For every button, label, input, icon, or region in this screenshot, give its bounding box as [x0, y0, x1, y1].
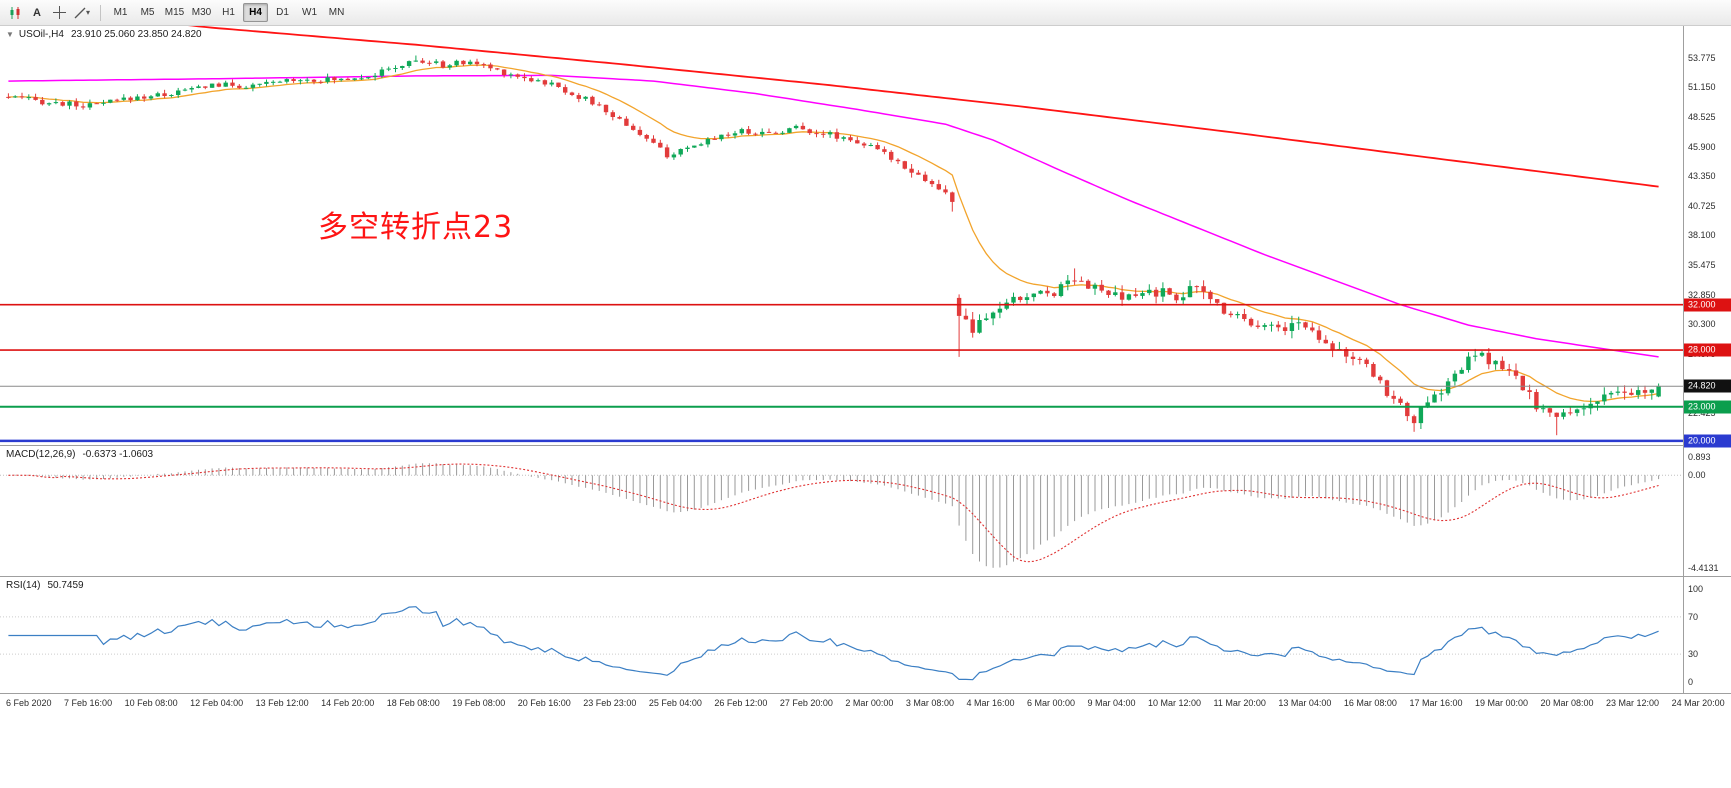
time-label: 24 Mar 20:00 — [1671, 698, 1725, 708]
time-label: 3 Mar 08:00 — [905, 698, 954, 708]
price-tick: 22.425 — [1688, 408, 1716, 419]
time-label: 2 Mar 00:00 — [845, 698, 894, 708]
rsi-plot[interactable] — [0, 577, 1683, 693]
time-label: 26 Feb 12:00 — [714, 698, 768, 708]
rsi-tick: 100 — [1688, 584, 1704, 594]
time-label: 20 Mar 08:00 — [1540, 698, 1594, 708]
time-label: 16 Mar 08:00 — [1343, 698, 1397, 708]
time-label: 14 Feb 20:00 — [321, 698, 375, 708]
time-label: 7 Feb 16:00 — [64, 698, 113, 708]
quick-trade-arrow-icon[interactable]: ▼ — [6, 30, 14, 39]
time-label: 6 Mar 00:00 — [1026, 698, 1075, 708]
price-level-tag[interactable]: 23.000 — [1684, 400, 1731, 414]
mt4-window: A ▾ M1 M5 M15 M30 H1 H4 D1 W1 MN ▼ USOil-,H4 23.91… — [0, 0, 1731, 714]
candles-glyph-icon — [10, 6, 20, 19]
rsi-tick: 30 — [1688, 649, 1699, 660]
price-level-tag[interactable]: 32.000 — [1684, 298, 1731, 312]
price-tick: 38.100 — [1688, 230, 1716, 241]
toolbar-separator — [100, 4, 102, 21]
time-label: 9 Mar 04:00 — [1087, 698, 1136, 708]
time-label: 19 Mar 00:00 — [1474, 698, 1529, 708]
price-tick: 45.900 — [1688, 141, 1716, 152]
time-label: 11 Mar 20:00 — [1213, 698, 1266, 708]
toolbar: A ▾ M1 M5 M15 M30 H1 H4 D1 W1 MN — [0, 0, 1731, 26]
time-label: 13 Mar 04:00 — [1278, 698, 1332, 708]
time-label: 12 Feb 04:00 — [190, 698, 244, 708]
price-tick: 35.475 — [1688, 260, 1716, 271]
time-label: 23 Feb 23:00 — [583, 698, 637, 708]
rsi-tick: 0 — [1688, 677, 1694, 687]
price-axis[interactable]: 53.775 51.150 48.525 45.900 43.350 40.725 38.1… — [1683, 26, 1731, 448]
chart-header: ▼ USOil-,H4 23.910 25.060 23.850 24.820 — [6, 29, 202, 40]
price-tick: 40.725 — [1688, 200, 1716, 211]
macd-panel[interactable]: MACD(12,26,9) -0.6373 -1.0603 0.893 0.00 -4… — [0, 446, 1731, 577]
timeframe-m1[interactable]: M1 — [108, 3, 133, 22]
macd-tick: 0.00 — [1688, 470, 1706, 481]
rsi-tick: 70 — [1688, 611, 1699, 622]
macd-values: -0.6373 -1.0603 — [82, 449, 154, 460]
time-label: 23 Mar 12:00 — [1606, 698, 1660, 708]
timeframe-h4[interactable]: H4 — [243, 3, 269, 22]
rsi-svg — [0, 606, 1683, 681]
time-label: 25 Feb 04:00 — [648, 698, 702, 708]
time-label: 17 Mar 16:00 — [1409, 698, 1463, 708]
price-plot[interactable] — [0, 26, 1683, 445]
shapes-dropdown-icon[interactable]: ▾ — [70, 3, 94, 23]
rsi-panel[interactable]: RSI(14) 50.7459 100 70 30 0 — [0, 577, 1731, 694]
time-axis[interactable]: 6 Feb 2020 7 Feb 16:00 10 Feb 08:00 12 Feb … — [0, 694, 1731, 714]
price-level-tag[interactable]: 28.000 — [1684, 343, 1731, 357]
current-price-tag[interactable]: 24.820 — [1684, 379, 1731, 393]
rsi-label: RSI(14) — [6, 580, 41, 591]
timeframe-mn[interactable]: MN — [324, 3, 349, 22]
time-label: 27 Feb 20:00 — [779, 698, 833, 708]
macd-plot[interactable] — [0, 446, 1683, 576]
ohlc-readout: 23.910 25.060 23.850 24.820 — [70, 29, 202, 40]
macd-svg — [0, 463, 1683, 568]
timeframe-group: M1 M5 M15 M30 H1 H4 D1 W1 MN — [107, 3, 350, 22]
price-tick: 51.150 — [1688, 82, 1716, 93]
macd-header: MACD(12,26,9) -0.6373 -1.0603 — [6, 449, 153, 460]
trendline-glyph-icon — [74, 7, 86, 18]
time-label: 13 Feb 12:00 — [255, 698, 309, 708]
timeframe-w1[interactable]: W1 — [297, 3, 322, 22]
timeframe-h1[interactable]: H1 — [216, 3, 241, 22]
timeframe-m30[interactable]: M30 — [189, 3, 214, 22]
time-label: 10 Feb 08:00 — [124, 698, 178, 708]
macd-tick: -4.4131 — [1688, 562, 1719, 573]
time-label: 6 Feb 2020 — [6, 698, 52, 708]
time-label: 18 Feb 08:00 — [386, 698, 440, 708]
rsi-header: RSI(14) 50.7459 — [6, 580, 84, 591]
crosshair-glyph-icon — [52, 6, 66, 19]
crosshair-tool-icon[interactable] — [48, 3, 70, 23]
symbol-label: USOil-,H4 — [18, 29, 64, 40]
macd-label: MACD(12,26,9) — [6, 449, 76, 460]
time-label: 19 Feb 08:00 — [452, 698, 506, 708]
price-tick: 30.300 — [1688, 318, 1716, 329]
time-label: 20 Feb 16:00 — [517, 698, 571, 708]
price-chart-panel[interactable]: ▼ USOil-,H4 23.910 25.060 23.850 24.820 多空… — [0, 26, 1731, 448]
price-tick: 48.525 — [1688, 112, 1716, 123]
macd-tick: 0.893 — [1688, 451, 1711, 462]
price-level-tag[interactable]: 20.000 — [1684, 434, 1731, 448]
rsi-value: 50.7459 — [47, 580, 84, 591]
price-svg — [0, 26, 1683, 443]
price-tick: 43.350 — [1688, 170, 1716, 181]
timeframe-d1[interactable]: D1 — [270, 3, 295, 22]
chart-annotation[interactable]: 多空转折点23 — [318, 210, 514, 245]
text-tool-icon[interactable]: A — [26, 3, 48, 23]
timeframe-m15[interactable]: M15 — [162, 3, 187, 22]
chart-tool-icon[interactable] — [4, 3, 26, 23]
time-label: 10 Mar 12:00 — [1147, 698, 1202, 708]
price-tick: 53.775 — [1688, 52, 1716, 63]
timeframe-m5[interactable]: M5 — [135, 3, 160, 22]
rsi-axis[interactable]: 100 70 30 0 — [1683, 577, 1731, 693]
time-label: 4 Mar 16:00 — [966, 698, 1015, 708]
caret-down-icon: ▾ — [86, 8, 91, 17]
macd-axis[interactable]: 0.893 0.00 -4.4131 — [1683, 446, 1731, 576]
price-tick: 32.850 — [1688, 290, 1716, 301]
